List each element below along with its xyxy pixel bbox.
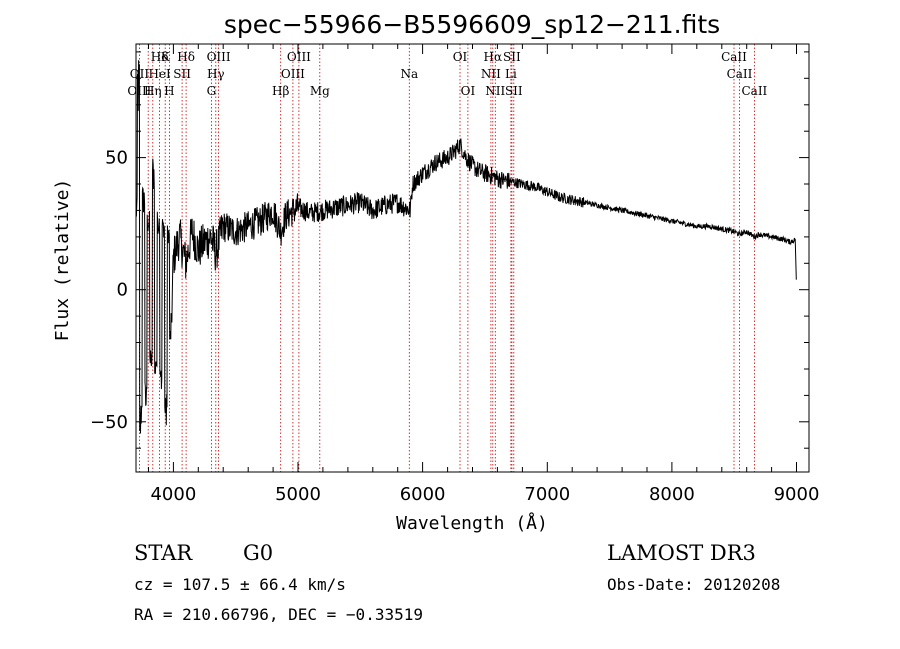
spectral-line-label: Hα <box>484 50 503 64</box>
spectral-line-label: OI <box>453 50 468 64</box>
spectral-line-label: OIII <box>281 67 305 81</box>
spectral-line-label: G <box>207 84 217 98</box>
x-tick-label: 4000 <box>150 484 196 505</box>
x-tick-label: 9000 <box>774 484 820 505</box>
spectral-line-label: CaII <box>727 67 753 81</box>
spectral-line-label: Hδ <box>151 50 169 64</box>
object-class: STAR <box>134 541 193 565</box>
spectral-line-label: SII <box>173 67 191 81</box>
y-tick-label: 50 <box>105 148 128 169</box>
spectral-line-label: Hβ <box>272 84 289 98</box>
spectral-line-label: OI <box>461 84 476 98</box>
spectral-line-label: NII <box>481 67 501 81</box>
x-axis-label: Wavelength (Å) <box>396 512 548 534</box>
spectral-line-label: H <box>164 84 174 98</box>
x-tick-label: 8000 <box>649 484 695 505</box>
ra-dec-coords: RA = 210.66796, DEC = −0.33519 <box>134 605 423 624</box>
spectral-line-label: Na <box>400 67 418 81</box>
y-tick-label: −50 <box>90 412 128 433</box>
spectral-line-label: Hδ <box>177 50 195 64</box>
spectral-line-label: CaII <box>721 50 747 64</box>
spectral-line-label: OIII <box>287 50 311 64</box>
spectral-line-label: Hγ <box>207 67 225 81</box>
y-tick-label: 0 <box>117 280 128 301</box>
x-tick-label: 7000 <box>524 484 570 505</box>
spectral-line-label: Hη <box>144 84 162 98</box>
spectral-line-label: SII <box>505 84 523 98</box>
x-tick-label: 5000 <box>275 484 321 505</box>
y-axis-ticks: 50 0 −50 <box>90 51 809 449</box>
redshift-cz: cz = 107.5 ± 66.4 km/s <box>134 575 346 594</box>
spectral-line-label: HeI <box>148 67 171 81</box>
survey-name: LAMOST DR3 <box>607 541 756 565</box>
spectral-line-label: SII <box>503 50 521 64</box>
x-tick-label: 6000 <box>400 484 446 505</box>
spectral-line-label: NII <box>485 84 505 98</box>
object-subclass: G0 <box>243 541 273 565</box>
x-axis-ticks: 4000 5000 6000 7000 8000 9000 <box>148 44 820 505</box>
spectral-line-label: OIII <box>207 50 231 64</box>
spectral-line-markers <box>138 44 755 472</box>
spectral-line-label: CaII <box>741 84 767 98</box>
spectral-line-label: Mg <box>310 84 330 98</box>
spectral-line-label: Li <box>505 67 517 81</box>
spectral-line-label: K <box>161 50 171 64</box>
chart-title: spec−55966−B5596609_sp12−211.fits <box>224 10 720 39</box>
spectrum-line <box>135 60 797 434</box>
obs-date: Obs-Date: 20120208 <box>607 575 780 594</box>
plot-frame <box>135 43 810 473</box>
y-axis-label: Flux (relative) <box>52 179 73 342</box>
